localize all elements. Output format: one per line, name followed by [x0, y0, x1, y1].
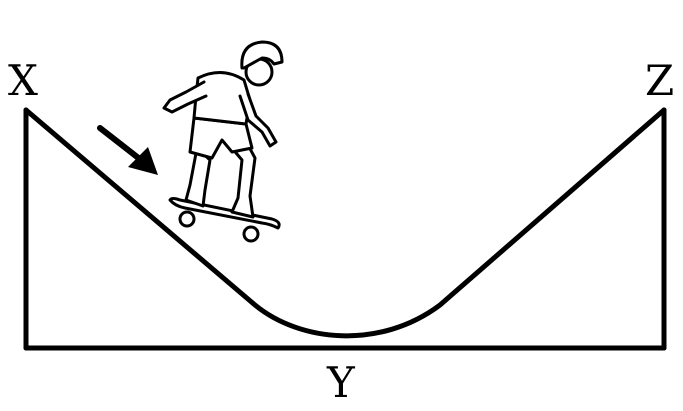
- skater-back-arm: [162, 80, 208, 114]
- skateboard-wheel-back: [242, 225, 260, 243]
- point-label-x: X: [8, 56, 38, 105]
- skater-torso: [192, 71, 252, 126]
- direction-arrow-icon: [97, 125, 158, 175]
- skater-shorts: [188, 116, 254, 160]
- skateboard-deck: [168, 197, 281, 230]
- skateboarder-figure: [162, 40, 284, 243]
- skater-helmet: [240, 40, 284, 70]
- point-label-z: Z: [645, 56, 675, 105]
- skateboard-wheel-front: [178, 210, 196, 228]
- ramp-curve: [23, 107, 667, 339]
- skater-front-arm: [238, 92, 278, 148]
- ramp: [23, 107, 667, 351]
- skater-back-leg: [184, 146, 212, 208]
- point-label-y: Y: [327, 358, 355, 407]
